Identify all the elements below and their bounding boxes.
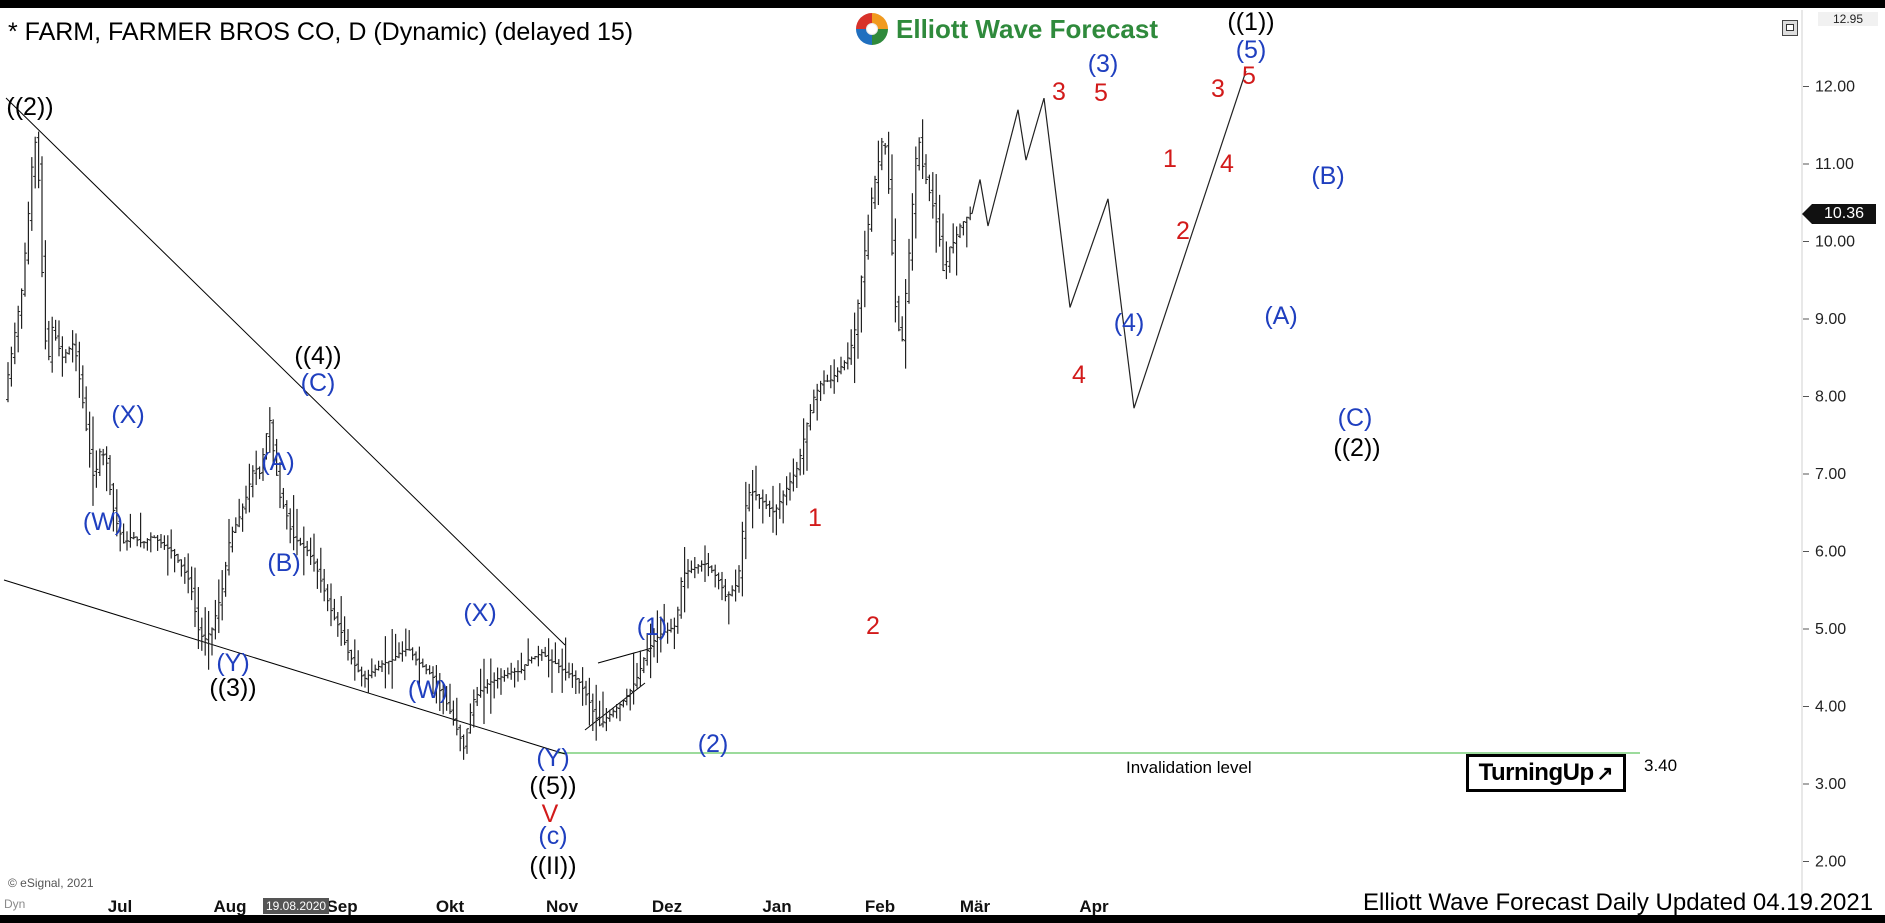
upper-trendline bbox=[5, 97, 566, 646]
wave-label: (W) bbox=[408, 676, 448, 704]
wave-label: ((5)) bbox=[529, 772, 576, 800]
x-tick-label: Sep bbox=[326, 897, 357, 916]
wave-label: 4 bbox=[1072, 361, 1086, 389]
x-tick-label: Jul bbox=[108, 897, 133, 916]
dynamic-tag: Dyn bbox=[4, 897, 26, 911]
wave-label: (W) bbox=[83, 508, 123, 536]
wave-label: (5) bbox=[1236, 36, 1267, 64]
lower-trendline bbox=[3, 579, 566, 755]
x-tick-label: Feb bbox=[865, 897, 895, 916]
logo-text: Elliott Wave Forecast bbox=[896, 13, 1158, 44]
arrow-up-right-icon: ↗ bbox=[1596, 762, 1614, 785]
wave-label: 3 bbox=[1211, 75, 1225, 103]
y-tick-label: 11.00 bbox=[1815, 156, 1854, 173]
wave-label: (A) bbox=[261, 448, 294, 476]
wave-label: V bbox=[542, 800, 559, 828]
copyright-text: © eSignal, 2021 bbox=[8, 876, 94, 890]
wave-label: 1 bbox=[1163, 145, 1177, 173]
window-restore-icon[interactable] bbox=[1782, 20, 1798, 36]
y-tick-label: 4.00 bbox=[1815, 699, 1846, 716]
x-tick-label: Jan bbox=[762, 897, 791, 916]
x-tick-label: Okt bbox=[436, 897, 465, 916]
wave-label: 5 bbox=[1242, 62, 1256, 90]
wave-label: 2 bbox=[866, 612, 880, 640]
x-tick-label: Apr bbox=[1079, 897, 1109, 916]
wave-label: ((1)) bbox=[1227, 8, 1274, 36]
wave-label: (3) bbox=[1088, 50, 1119, 78]
y-tick-label: 2.00 bbox=[1815, 854, 1846, 871]
invalidation-label: Invalidation level bbox=[1126, 758, 1252, 777]
top-border bbox=[0, 0, 1885, 8]
bottom-border bbox=[0, 915, 1885, 923]
y-tick-label: 7.00 bbox=[1815, 466, 1846, 483]
wave-label: 1 bbox=[808, 504, 822, 532]
x-tick-label: Aug bbox=[213, 897, 246, 916]
triangle-lower-line bbox=[584, 682, 646, 731]
wave-label: (Y) bbox=[536, 744, 569, 772]
y-tick-label: 3.00 bbox=[1815, 776, 1846, 793]
wave-label: ((2)) bbox=[6, 93, 53, 121]
x-tick-label: Nov bbox=[546, 897, 579, 916]
logo-globe-icon bbox=[856, 13, 888, 45]
top-price-label: 12.95 bbox=[1818, 12, 1878, 26]
wave-label: 3 bbox=[1052, 78, 1066, 106]
x-tick-label: Dez bbox=[652, 897, 682, 916]
wave-label: (A) bbox=[1264, 302, 1297, 330]
wave-label: (X) bbox=[111, 401, 144, 429]
wave-label: 5 bbox=[1094, 79, 1108, 107]
y-tick-label: 5.00 bbox=[1815, 621, 1846, 638]
wave-label: (B) bbox=[1311, 162, 1344, 190]
triangle-upper-line bbox=[597, 647, 653, 664]
wave-label: 2 bbox=[1176, 217, 1190, 245]
wave-label: (4) bbox=[1114, 309, 1145, 337]
y-tick-label: 6.00 bbox=[1815, 544, 1846, 561]
invalidation-value: 3.40 bbox=[1644, 756, 1678, 775]
wave-label: (X) bbox=[463, 599, 496, 627]
wave-label: ((3)) bbox=[209, 674, 256, 702]
update-footer: Elliott Wave Forecast Daily Updated 04.1… bbox=[1363, 889, 1874, 916]
current-price-tag: 10.36 bbox=[1802, 204, 1876, 224]
wave-label: 4 bbox=[1220, 150, 1234, 178]
wave-label: ((4)) bbox=[294, 342, 341, 370]
turning-up-text: TurningUp bbox=[1478, 759, 1595, 786]
wave-label: (C) bbox=[1338, 404, 1373, 432]
y-tick-label: 9.00 bbox=[1815, 311, 1846, 328]
cursor-date-tag: 19.08.2020 bbox=[263, 898, 330, 914]
wave-label: (C) bbox=[301, 369, 336, 397]
wave-label: (2) bbox=[698, 730, 729, 758]
wave-label: (1) bbox=[637, 613, 668, 641]
turning-up-badge: TurningUp ↗ bbox=[1466, 754, 1626, 792]
wave-label: ((II)) bbox=[529, 852, 576, 880]
y-tick-label: 10.00 bbox=[1815, 234, 1855, 251]
brand-logo: Elliott Wave Forecast bbox=[848, 8, 1174, 50]
wave-label: (B) bbox=[267, 549, 300, 577]
wave-label: (c) bbox=[538, 822, 567, 850]
wave-label: ((2)) bbox=[1333, 434, 1380, 462]
x-tick-label: Mär bbox=[960, 897, 991, 916]
wave-label: (Y) bbox=[216, 649, 249, 677]
y-tick-label: 8.00 bbox=[1815, 389, 1846, 406]
y-tick-label: 12.00 bbox=[1815, 79, 1855, 96]
chart-title: * FARM, FARMER BROS CO, D (Dynamic) (del… bbox=[8, 18, 634, 46]
projection-path bbox=[971, 70, 1247, 409]
